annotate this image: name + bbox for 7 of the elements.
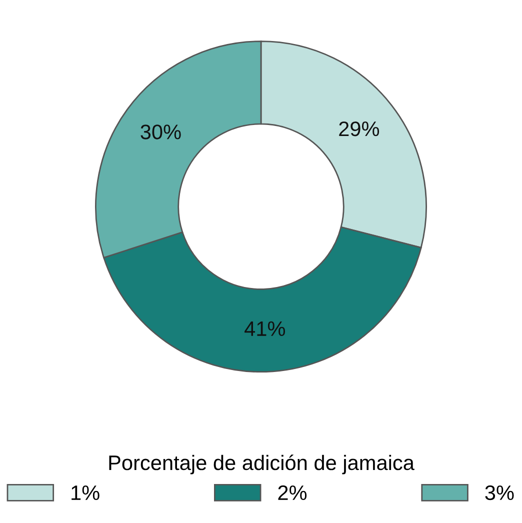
legend-label: 2%	[278, 485, 307, 500]
data-label: 30%	[140, 124, 181, 140]
legend-label: 1%	[72, 485, 100, 500]
data-label: 29%	[339, 121, 380, 136]
data-label: 41%	[244, 321, 285, 336]
legend-label: 3%	[485, 485, 514, 500]
legend-title: Porcentaje de adición de jamaica	[109, 454, 414, 474]
